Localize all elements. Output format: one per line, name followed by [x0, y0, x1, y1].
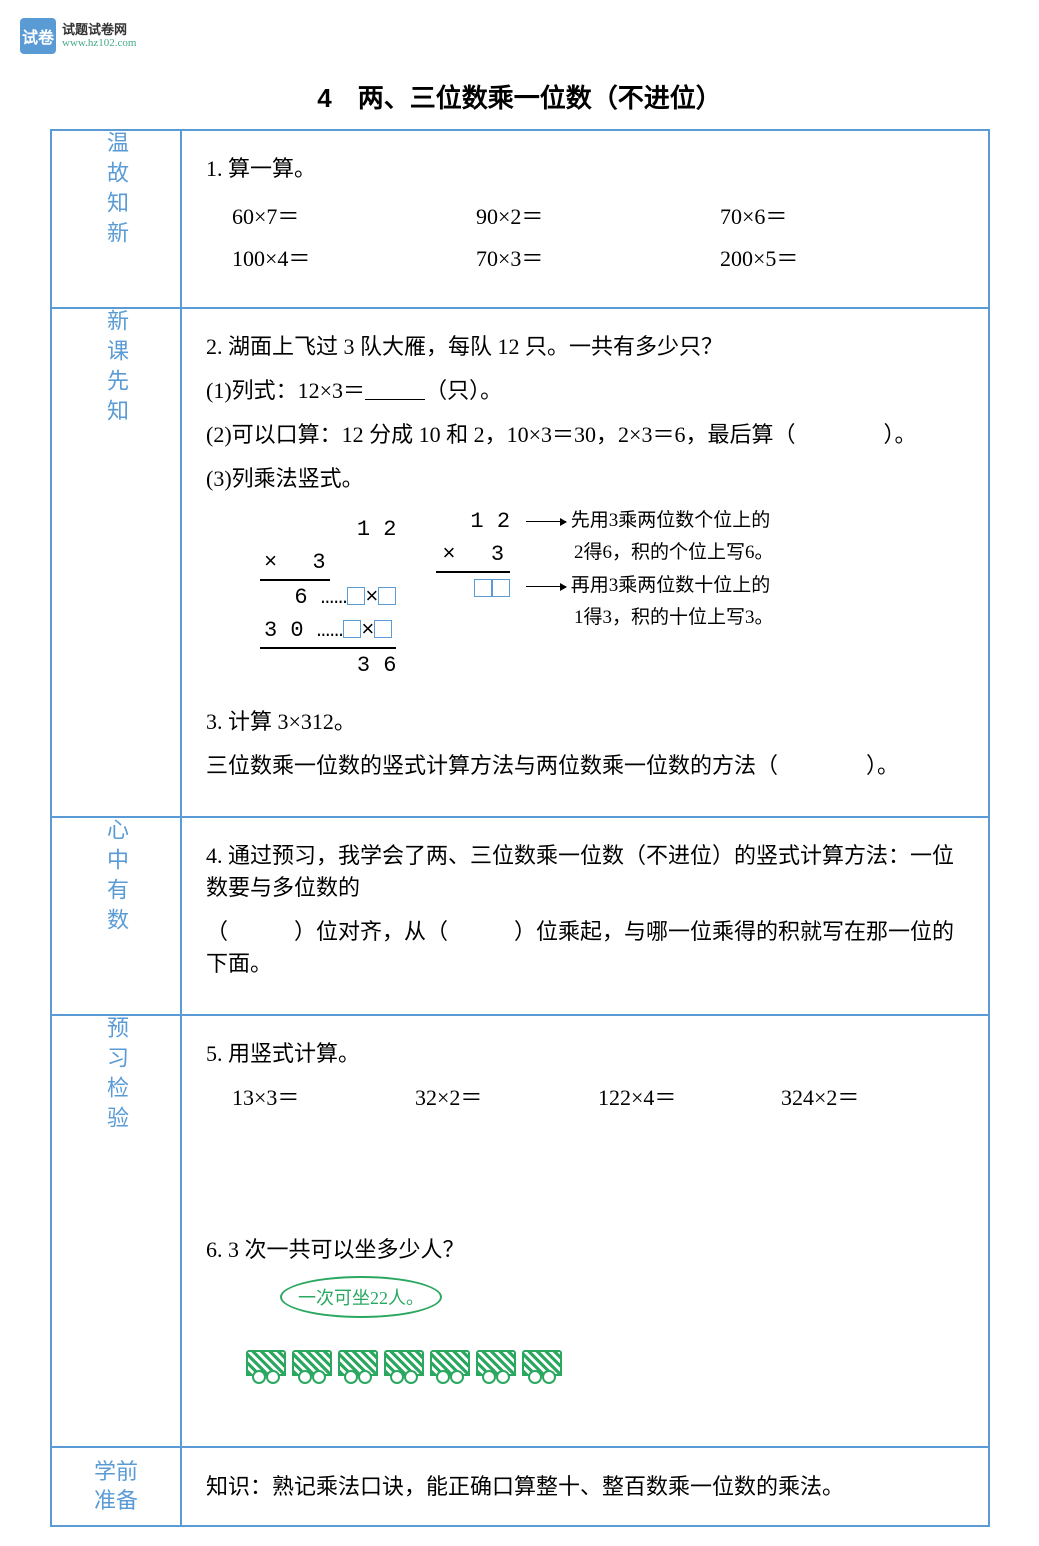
- vc-x1: ×: [365, 585, 378, 610]
- train-car-icon: [338, 1350, 378, 1376]
- section4-content: 5. 用竖式计算。 13×3＝ 32×2＝ 122×4＝ 324×2＝ 6. 3…: [181, 1015, 989, 1447]
- train-car-icon: [430, 1350, 470, 1376]
- q5c: 122×4＝: [598, 1080, 781, 1112]
- section2-label: 新课先知: [100, 309, 132, 429]
- q5d: 324×2＝: [781, 1080, 964, 1112]
- s3-l2: （ ）位对齐，从（ ）位乘起，与哪一位乘得的积就写在那一位的下面。: [206, 914, 964, 978]
- vc-x2: ×: [361, 618, 374, 643]
- section4-label: 预习检验: [100, 1016, 132, 1136]
- speech-bubble: 一次可坐22人。: [280, 1276, 442, 1318]
- at4: 1得3，积的十位上写3。: [574, 602, 774, 634]
- section5-label-cell: 学前 准备: [51, 1447, 181, 1526]
- q2-l1b: （只）。: [425, 378, 502, 403]
- logo-line2: www.hz102.com: [62, 37, 136, 50]
- train-car-icon: [522, 1350, 562, 1376]
- q2-l1a: (1)列式：12×3＝: [206, 378, 365, 403]
- train-car-icon: [292, 1350, 332, 1376]
- q5b: 32×2＝: [415, 1080, 598, 1112]
- annot-arrow1: 先用3乘两位数个位上的: [526, 505, 774, 537]
- vc-r2: × 3: [264, 550, 326, 575]
- logo-line1: 试题试卷网: [62, 22, 136, 38]
- box-icon: [374, 620, 392, 638]
- section5-label2: 准备: [52, 1487, 180, 1516]
- box-icon: [378, 587, 396, 605]
- logo-text: 试题试卷网 www.hz102.com: [62, 22, 136, 51]
- q2-l3: (3)列乘法竖式。: [206, 461, 964, 493]
- q1-r1a: 60×7＝: [232, 199, 476, 231]
- annot-calc: 1 2 × 3: [436, 505, 510, 606]
- q1-r2b: 70×3＝: [476, 241, 720, 273]
- annot-text: 先用3乘两位数个位上的 2得6，积的个位上写6。 再用3乘两位数十位上的 1得3…: [526, 505, 774, 634]
- section5-label1: 学前: [52, 1458, 180, 1487]
- section4-label-cell: 预习检验: [51, 1015, 181, 1447]
- q5-head: 5. 用竖式计算。: [206, 1036, 964, 1068]
- section3-label-cell: 心中有数: [51, 817, 181, 1015]
- right-calc-annot: 1 2 × 3 先用3乘两位数个位上的 2得6，积的个位上写6。 再用3乘两位数…: [436, 505, 773, 634]
- logo-area: 试卷 试题试卷网 www.hz102.com: [0, 0, 1039, 54]
- left-calc: 1 2 × 3 6 …… × 3 0 …… × 3 6: [260, 513, 396, 682]
- q5-row: 13×3＝ 32×2＝ 122×4＝ 324×2＝: [232, 1080, 964, 1112]
- section2-content: 2. 湖面上飞过 3 队大雁，每队 12 只。一共有多少只？ (1)列式：12×…: [181, 308, 989, 817]
- at2: 2得6，积的个位上写6。: [574, 537, 774, 569]
- q1-r1b: 90×2＝: [476, 199, 720, 231]
- q1-row1: 60×7＝ 90×2＝ 70×6＝: [232, 199, 964, 231]
- ac-r1: 1 2: [470, 509, 510, 534]
- annot-arrow2: 再用3乘两位数十位上的: [526, 570, 774, 602]
- q1-row2: 100×4＝ 70×3＝ 200×5＝: [232, 241, 964, 273]
- at1: 先用3乘两位数个位上的: [571, 510, 771, 531]
- at3: 再用3乘两位数十位上的: [571, 575, 771, 596]
- vc-r3: 6 ……: [272, 585, 347, 610]
- section5-content: 知识：熟记乘法口诀，能正确口算整十、整百数乘一位数的乘法。: [181, 1447, 989, 1526]
- logo-icon: 试卷: [20, 18, 56, 54]
- section2-label-cell: 新课先知: [51, 308, 181, 817]
- train-car-icon: [384, 1350, 424, 1376]
- section3-content: 4. 通过预习，我学会了两、三位数乘一位数（不进位）的竖式计算方法：一位数要与多…: [181, 817, 989, 1015]
- q5a: 13×3＝: [232, 1080, 415, 1112]
- vc-r5: 3 6: [357, 653, 397, 678]
- ac-r2: × 3: [442, 542, 504, 567]
- arrow-icon: [526, 521, 566, 522]
- q2-l1: (1)列式：12×3＝ （只）。: [206, 373, 964, 405]
- box-icon: [343, 620, 361, 638]
- q1-head: 1. 算一算。: [206, 151, 964, 183]
- vertical-calc-block: 1 2 × 3 6 …… × 3 0 …… × 3 6 1 2 × 3: [206, 505, 964, 690]
- q1-r2c: 200×5＝: [720, 241, 964, 273]
- train-illustration: 一次可坐22人。: [246, 1276, 566, 1386]
- q2-head: 2. 湖面上飞过 3 队大雁，每队 12 只。一共有多少只？: [206, 329, 964, 361]
- q2-l2: (2)可以口算：12 分成 10 和 2，10×3＝30，2×3＝6，最后算（ …: [206, 417, 964, 449]
- box-icon: [474, 579, 492, 597]
- train-car-icon: [246, 1350, 286, 1376]
- q2-blank: [365, 399, 425, 400]
- section1-label: 温故知新: [100, 131, 132, 251]
- section1-label-cell: 温故知新: [51, 130, 181, 308]
- box-icon: [492, 579, 510, 597]
- q3-head: 3. 计算 3×312。: [206, 704, 964, 736]
- s5-text: 知识：熟记乘法口诀，能正确口算整十、整百数乘一位数的乘法。: [206, 1469, 964, 1501]
- main-table: 温故知新 1. 算一算。 60×7＝ 90×2＝ 70×6＝ 100×4＝ 70…: [50, 129, 990, 1527]
- section1-content: 1. 算一算。 60×7＝ 90×2＝ 70×6＝ 100×4＝ 70×3＝ 2…: [181, 130, 989, 308]
- vc-r1: 1 2: [357, 517, 397, 542]
- q6-head: 6. 3 次一共可以坐多少人？: [206, 1232, 964, 1264]
- vc-r4: 3 0 ……: [264, 618, 343, 643]
- train-car-icon: [476, 1350, 516, 1376]
- s3-l1: 4. 通过预习，我学会了两、三位数乘一位数（不进位）的竖式计算方法：一位数要与多…: [206, 838, 964, 902]
- q1-r2a: 100×4＝: [232, 241, 476, 273]
- q1-r1c: 70×6＝: [720, 199, 964, 231]
- q3-l4: 三位数乘一位数的竖式计算方法与两位数乘一位数的方法（ ）。: [206, 748, 964, 780]
- section3-label: 心中有数: [100, 818, 132, 938]
- page-title: 4 两、三位数乘一位数（不进位）: [0, 78, 1039, 115]
- arrow-icon: [526, 586, 566, 587]
- box-icon: [347, 587, 365, 605]
